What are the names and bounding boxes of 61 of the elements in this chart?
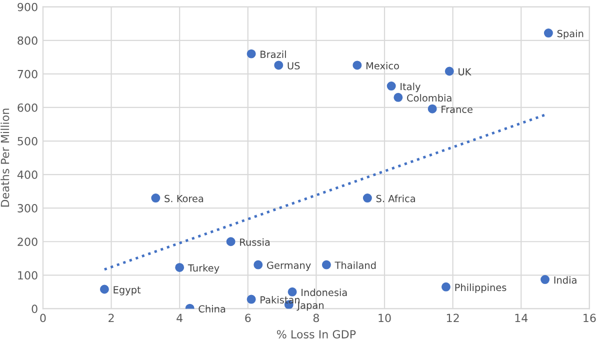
- x-tick-label: 4: [176, 314, 183, 322]
- point: [254, 260, 263, 270]
- annotation: S. Korea: [164, 194, 204, 202]
- point: [226, 237, 236, 246]
- x-tick-label: 12: [446, 314, 459, 322]
- point: [274, 60, 284, 70]
- annotation: Philippines: [455, 284, 506, 293]
- point: [362, 194, 372, 203]
- y-tick-label: 0: [32, 304, 38, 314]
- annotation: Germany: [267, 262, 311, 271]
- point: [428, 104, 437, 114]
- point: [540, 275, 550, 284]
- annotation: UK: [458, 68, 472, 76]
- point: [386, 82, 396, 91]
- annotation: Brazil: [260, 50, 286, 58]
- point: [246, 49, 256, 58]
- y-axis-title: Deaths Per Million: [0, 108, 10, 207]
- annotation: Mexico: [366, 62, 399, 70]
- annotation: Italy: [400, 82, 420, 92]
- annotation: Japan: [296, 302, 324, 311]
- x-tick-label: 8: [313, 314, 319, 322]
- point: [352, 60, 362, 70]
- x-tick-label: 2: [108, 314, 114, 322]
- annotation: France: [442, 106, 472, 114]
- annotation: Spain: [557, 30, 584, 40]
- point: [151, 194, 160, 203]
- annotation: Thailand: [334, 261, 376, 269]
- y-tick-label: 900: [18, 2, 38, 12]
- point: [288, 287, 297, 296]
- annotation: Indonesia: [302, 288, 347, 296]
- y-tick-label: 200: [18, 238, 38, 246]
- point: [322, 260, 331, 270]
- x-tick-label: 16: [584, 314, 596, 322]
- y-tick-label: 400: [17, 170, 38, 179]
- annotation: Egypt: [114, 286, 141, 296]
- annotation: US: [288, 62, 300, 70]
- point: [544, 28, 553, 38]
- annotation: S. Africa: [376, 194, 415, 202]
- y-tick-label: 100: [18, 271, 38, 280]
- point: [100, 284, 109, 294]
- annotation: Pakistan: [260, 296, 300, 304]
- point: [441, 282, 450, 292]
- x-tick-label: 10: [378, 314, 391, 322]
- point: [394, 92, 403, 102]
- x-axis-title: % Loss In GDP: [276, 330, 356, 338]
- point: [246, 294, 256, 304]
- x-tick-label: 0: [40, 314, 46, 322]
- point: [175, 262, 184, 272]
- annotation: India: [554, 276, 576, 284]
- annotation: Turkey: [188, 264, 220, 274]
- x-tick-label: 6: [245, 314, 251, 322]
- y-tick-label: 700: [18, 70, 38, 78]
- y-tick-label: 300: [18, 204, 38, 212]
- annotation: China: [198, 305, 226, 313]
- y-tick-label: 600: [18, 103, 38, 112]
- annotation: Russia: [240, 238, 270, 246]
- point: [444, 66, 454, 76]
- x-tick-label: 14: [515, 314, 528, 322]
- y-tick-label: 500: [18, 136, 38, 146]
- annotation: Colombia: [407, 94, 452, 102]
- y-tick-label: 800: [18, 36, 38, 45]
